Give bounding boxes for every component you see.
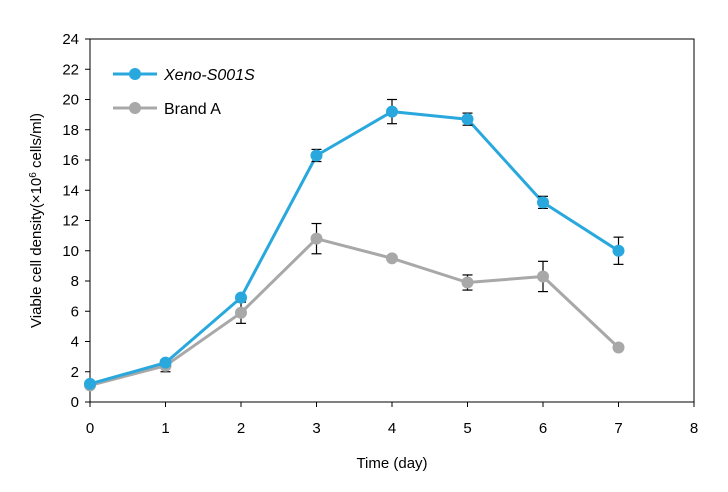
data-point (310, 232, 323, 245)
series-line (89, 110, 620, 386)
y-tick-label: 24 (62, 31, 79, 48)
y-tick-label: 22 (62, 61, 79, 78)
x-ticks: 0 1 2 3 4 5 6 7 8 (86, 402, 698, 437)
data-point (612, 244, 625, 257)
y-tick-label: 0 (71, 394, 79, 411)
y-tick-label: 16 (62, 152, 79, 169)
legend: Xeno-S001S Brand A (113, 67, 255, 118)
y-axis-title-main: Viable cell density(×10 (28, 178, 45, 328)
y-tick-label: 18 (62, 122, 79, 139)
data-point (537, 196, 549, 209)
data-point (537, 270, 549, 283)
y-tick-label: 10 (62, 243, 79, 260)
x-tick-label: 0 (86, 420, 94, 437)
legend-item-xeno: Xeno-S001S (113, 67, 255, 84)
data-point (612, 341, 625, 354)
series-layer (84, 98, 625, 392)
legend-label-brand-a: Brand A (164, 101, 221, 118)
x-tick-label: 2 (237, 420, 245, 437)
y-tick-label: 14 (62, 182, 79, 199)
x-tick-label: 3 (312, 420, 320, 437)
data-point (84, 377, 96, 390)
legend-item-brand-a: Brand A (113, 101, 221, 118)
data-point (461, 276, 474, 289)
y-tick-label: 12 (62, 213, 79, 230)
y-axis-title: Viable cell density(×106 cells/ml) (28, 113, 46, 328)
x-tick-label: 4 (388, 420, 396, 437)
y-tick-label: 8 (71, 273, 79, 290)
axes (89, 38, 695, 403)
data-point (159, 356, 172, 369)
y-tick-label: 20 (62, 92, 79, 109)
data-point (386, 105, 398, 118)
y-tick-label: 6 (71, 303, 79, 320)
data-point (386, 252, 398, 265)
x-tick-label: 1 (161, 420, 169, 437)
y-tick-label: 2 (71, 364, 79, 381)
plot-frame (89, 38, 695, 403)
y-tick-label: 4 (71, 334, 79, 351)
x-tick-label: 5 (463, 420, 471, 437)
data-point (461, 113, 474, 126)
x-tick-label: 8 (690, 420, 698, 437)
x-tick-label: 7 (614, 420, 622, 437)
series-line (89, 237, 620, 387)
y-axis-title-suffix: cells/ml) (28, 113, 45, 172)
data-point (310, 149, 323, 162)
legend-label-xeno: Xeno-S001S (163, 67, 255, 84)
x-axis-title: Time (day) (356, 455, 427, 472)
data-point (235, 306, 247, 319)
data-point (235, 291, 247, 304)
legend-marker-xeno (129, 68, 141, 80)
y-axis-title-superscript: 6 (28, 172, 39, 178)
x-tick-label: 6 (539, 420, 547, 437)
legend-marker-brand-a (129, 102, 141, 114)
series-xeno (84, 98, 625, 390)
